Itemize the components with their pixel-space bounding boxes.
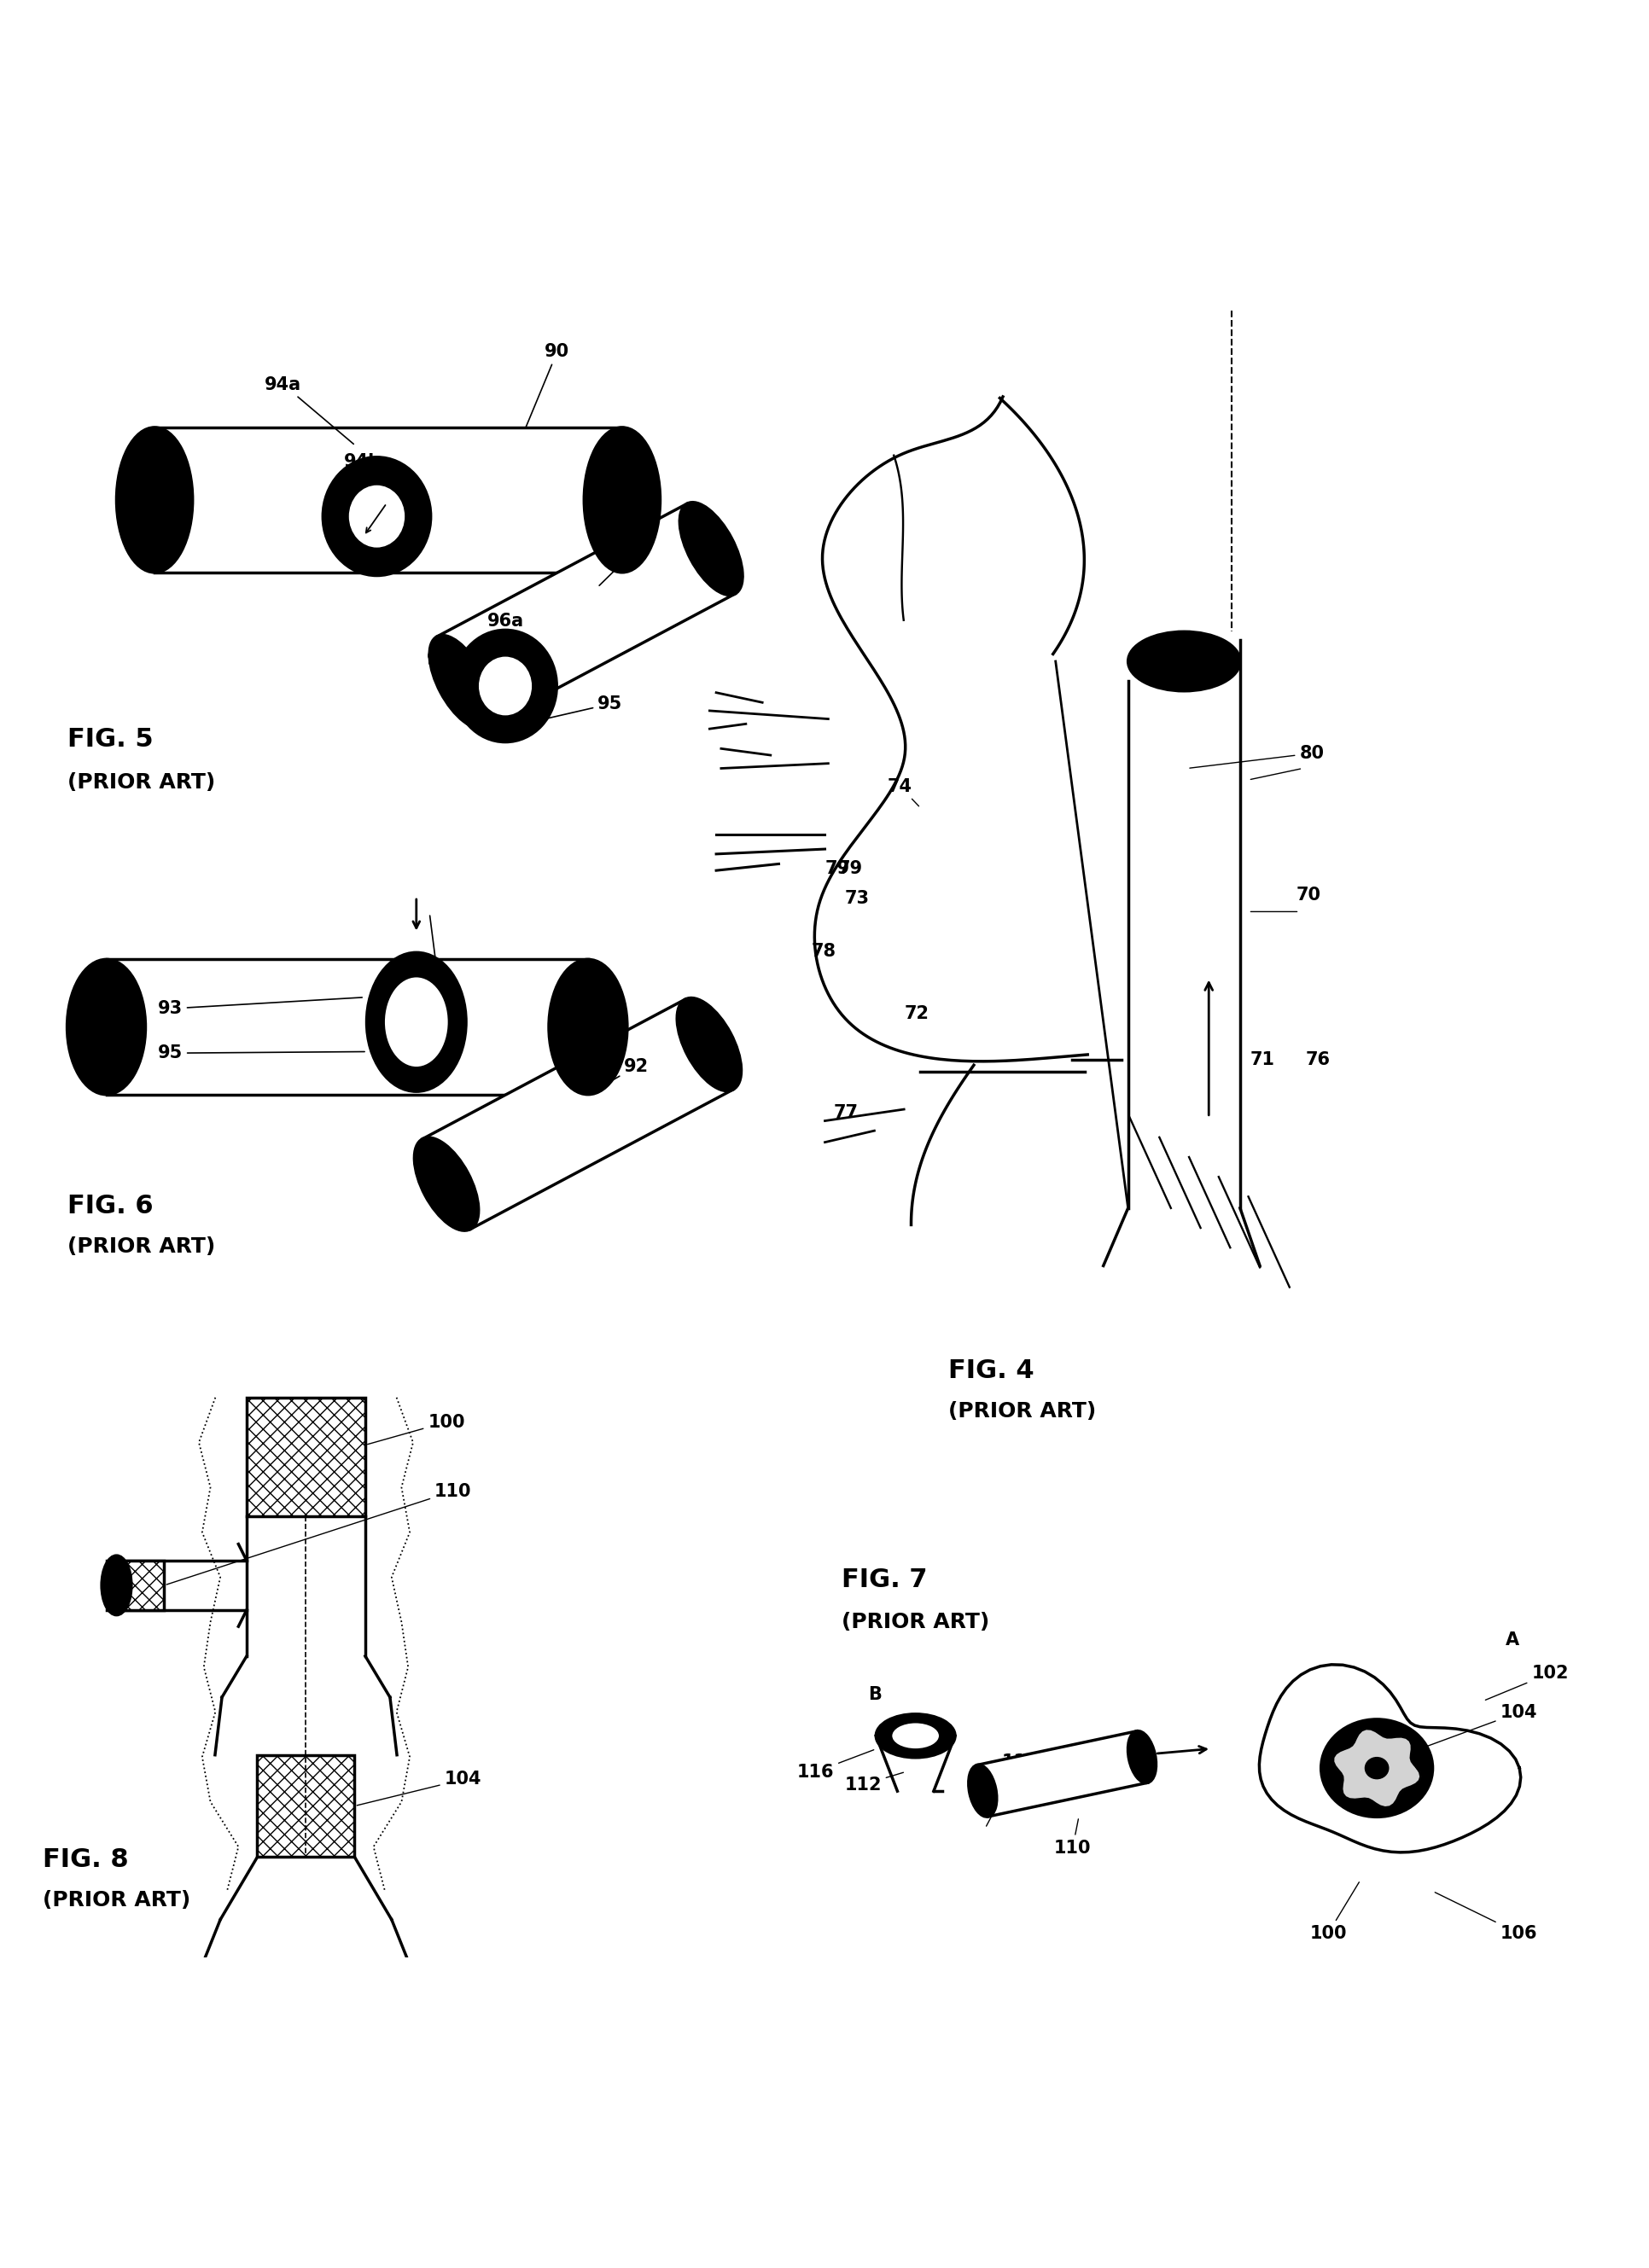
Text: 76: 76 xyxy=(1306,1050,1331,1068)
Ellipse shape xyxy=(477,655,533,717)
Ellipse shape xyxy=(383,975,449,1068)
Ellipse shape xyxy=(366,953,465,1091)
Text: 92: 92 xyxy=(599,540,648,585)
Text: 80: 80 xyxy=(1189,744,1324,769)
Text: FIG. 8: FIG. 8 xyxy=(43,1848,129,1871)
FancyBboxPatch shape xyxy=(437,503,735,726)
Text: 77: 77 xyxy=(833,1105,857,1120)
Text: 100: 100 xyxy=(1309,1882,1359,1941)
Text: (PRIOR ART): (PRIOR ART) xyxy=(68,1236,214,1256)
Ellipse shape xyxy=(117,426,193,572)
Text: 71: 71 xyxy=(1250,1050,1275,1068)
Text: 96a: 96a xyxy=(486,612,524,651)
Ellipse shape xyxy=(1128,633,1240,692)
Ellipse shape xyxy=(68,959,145,1095)
Text: 106: 106 xyxy=(1435,1892,1537,1941)
Text: 78: 78 xyxy=(811,943,836,959)
Text: FIG. 6: FIG. 6 xyxy=(68,1193,153,1218)
Text: 100: 100 xyxy=(368,1413,465,1445)
Text: 73: 73 xyxy=(844,889,869,907)
Ellipse shape xyxy=(890,1721,940,1749)
Text: (PRIOR ART): (PRIOR ART) xyxy=(43,1889,190,1910)
Text: (PRIOR ART): (PRIOR ART) xyxy=(948,1402,1097,1422)
Ellipse shape xyxy=(676,998,740,1091)
Text: 102: 102 xyxy=(1484,1665,1568,1701)
Text: 104: 104 xyxy=(1413,1703,1537,1751)
FancyBboxPatch shape xyxy=(106,959,587,1095)
Ellipse shape xyxy=(679,501,742,594)
Text: 96b: 96b xyxy=(425,651,485,685)
Bar xyxy=(115,1560,165,1610)
Ellipse shape xyxy=(414,1139,478,1232)
Text: 95: 95 xyxy=(547,696,622,719)
Text: 79: 79 xyxy=(824,860,849,878)
Ellipse shape xyxy=(429,635,491,728)
Ellipse shape xyxy=(968,1765,996,1817)
Text: 92: 92 xyxy=(592,1057,648,1091)
Polygon shape xyxy=(1332,1728,1420,1808)
Text: 95: 95 xyxy=(158,1046,364,1061)
Text: 72: 72 xyxy=(904,1005,928,1023)
Text: 114: 114 xyxy=(986,1753,1039,1826)
Text: 94b: 94b xyxy=(343,454,381,488)
FancyBboxPatch shape xyxy=(976,1730,1148,1817)
Text: (PRIOR ART): (PRIOR ART) xyxy=(68,771,214,792)
Ellipse shape xyxy=(549,959,627,1095)
Bar xyxy=(247,1397,364,1515)
Text: 110: 110 xyxy=(167,1483,472,1585)
Ellipse shape xyxy=(1321,1719,1431,1817)
FancyBboxPatch shape xyxy=(155,426,622,572)
Bar xyxy=(257,1755,355,1857)
Text: FIG. 5: FIG. 5 xyxy=(68,728,153,753)
Text: 93: 93 xyxy=(355,535,407,553)
Text: 70: 70 xyxy=(1296,887,1321,903)
Ellipse shape xyxy=(1128,1730,1156,1783)
Text: 74: 74 xyxy=(887,778,918,805)
Text: (PRIOR ART): (PRIOR ART) xyxy=(841,1613,989,1633)
Text: 110: 110 xyxy=(1054,1819,1090,1855)
Ellipse shape xyxy=(584,426,660,572)
Ellipse shape xyxy=(348,483,406,549)
Ellipse shape xyxy=(876,1715,955,1758)
Text: 94a: 94a xyxy=(264,376,353,445)
Text: 90: 90 xyxy=(429,916,453,1018)
Text: FIG. 7: FIG. 7 xyxy=(841,1567,927,1592)
Text: 93: 93 xyxy=(158,998,361,1016)
Ellipse shape xyxy=(323,458,430,576)
Text: 79: 79 xyxy=(838,860,862,878)
Text: B: B xyxy=(867,1685,881,1703)
Text: 112: 112 xyxy=(844,1774,904,1794)
Text: 104: 104 xyxy=(356,1771,482,1805)
Text: 90: 90 xyxy=(526,342,569,426)
Text: 116: 116 xyxy=(796,1751,874,1780)
Ellipse shape xyxy=(102,1556,132,1615)
Ellipse shape xyxy=(453,631,556,742)
Ellipse shape xyxy=(1365,1758,1387,1778)
Text: A: A xyxy=(1506,1631,1519,1649)
Text: FIG. 4: FIG. 4 xyxy=(948,1359,1034,1383)
FancyBboxPatch shape xyxy=(422,1000,732,1229)
